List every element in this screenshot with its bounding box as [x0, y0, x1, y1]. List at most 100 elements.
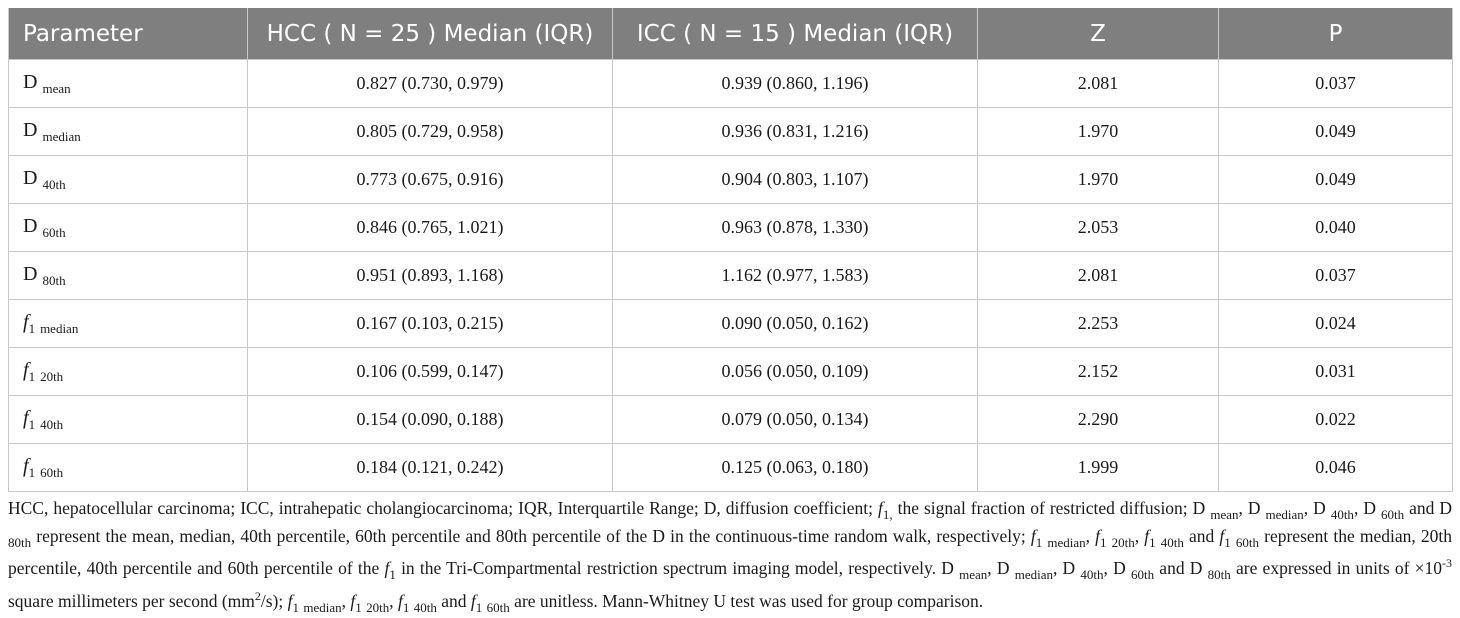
- p-cell: 0.040: [1218, 203, 1453, 252]
- header-icc: ICC ( N = 15 ) Median (IQR): [612, 8, 978, 60]
- parameter-cell: D 40th: [8, 155, 248, 204]
- icc-cell: 0.056 (0.050, 0.109): [612, 347, 978, 396]
- parameter-symbol: f: [23, 358, 29, 381]
- hcc-cell: 0.951 (0.893, 1.168): [247, 251, 613, 300]
- parameter-cell: D mean: [8, 59, 248, 108]
- footnote-symbol: f: [470, 590, 476, 611]
- parameter-subscript: median: [40, 320, 79, 336]
- footnote-text: and D: [1404, 498, 1453, 518]
- z-cell: 1.970: [977, 155, 1219, 204]
- footnote-subscript: 80th: [1207, 567, 1231, 582]
- hcc-cell: 0.167 (0.103, 0.215): [247, 299, 613, 348]
- footnote-subscript: median: [1014, 567, 1053, 582]
- footnote-subscript: 60th: [486, 599, 510, 615]
- hcc-cell: 0.846 (0.765, 1.021): [247, 203, 613, 252]
- icc-cell: 0.936 (0.831, 1.216): [612, 107, 978, 156]
- icc-cell: 0.125 (0.063, 0.180): [612, 443, 978, 492]
- footnote-text: , D: [1052, 558, 1081, 578]
- footnote-subscript: 1: [1100, 534, 1107, 550]
- footnote-symbol: f: [1095, 525, 1100, 546]
- footnote-text: represent the median, 20th percentile, 4…: [8, 525, 1453, 579]
- table-row: D median 0.805 (0.729, 0.958) 0.936 (0.8…: [8, 107, 1453, 156]
- footnote-subscript: 1: [355, 599, 362, 615]
- parameter-cell: D 60th: [8, 203, 248, 252]
- footnote-symbol: f: [398, 590, 403, 611]
- footnote-text: , D: [1353, 498, 1381, 518]
- footnote-subscript: mean: [959, 567, 988, 582]
- footnote-text: the signal fraction of restricted diffus…: [892, 498, 1211, 518]
- parameter-subscript: 60th: [40, 464, 64, 480]
- p-cell: 0.031: [1218, 347, 1453, 396]
- footnote-symbol: f: [1030, 525, 1036, 546]
- footnote-subscript: 1: [475, 599, 483, 615]
- footnote-symbol: f: [384, 558, 390, 578]
- footnote-subscript: 1: [389, 567, 396, 582]
- footnote-subscript: 1: [882, 507, 890, 522]
- parameter-symbol: f: [23, 406, 29, 429]
- footnote-subscript: 60th: [1130, 567, 1155, 582]
- parameter-subscript: 20th: [40, 368, 64, 384]
- footnote-text: , D: [1303, 498, 1331, 518]
- z-cell: 2.053: [977, 203, 1219, 252]
- footnote-text: , D: [1103, 558, 1131, 578]
- footnote-subscript: median: [1265, 507, 1304, 522]
- icc-cell: 0.963 (0.878, 1.330): [612, 203, 978, 252]
- footnote-text: are expressed in units of ×10: [1230, 558, 1442, 578]
- table-row: f1 60th 0.184 (0.121, 0.242) 0.125 (0.06…: [8, 443, 1453, 492]
- footnote-subscript: 20th: [1111, 534, 1135, 550]
- footnote-superscript: 2: [254, 588, 261, 603]
- header-parameter: Parameter: [8, 8, 248, 60]
- footnote-superscript: -3: [1442, 556, 1452, 570]
- footnote-subscript: 1: [402, 599, 410, 615]
- table-row: D mean 0.827 (0.730, 0.979) 0.939 (0.860…: [8, 59, 1453, 108]
- footnote-symbol: f: [287, 590, 293, 611]
- footnote-text: , D: [1238, 498, 1266, 518]
- parameter-cell: D median: [8, 107, 248, 156]
- footnote-symbol: f: [1144, 525, 1150, 546]
- header-hcc: HCC ( N = 25 ) Median (IQR): [247, 8, 613, 60]
- footnote-subscript: 1: [292, 599, 300, 615]
- icc-cell: 1.162 (0.977, 1.583): [612, 251, 978, 300]
- hcc-cell: 0.827 (0.730, 0.979): [247, 59, 613, 108]
- table-footnote: HCC, hepatocellular carcinoma; ICC, intr…: [8, 498, 1452, 618]
- icc-cell: 0.079 (0.050, 0.134): [612, 395, 978, 444]
- footnote-text: ,: [389, 590, 399, 611]
- footnote-subscript: 40th: [1330, 507, 1354, 522]
- footnote-text: are unitless. Mann-Whitney U test was us…: [509, 590, 984, 611]
- icc-cell: 0.939 (0.860, 1.196): [612, 59, 978, 108]
- footnote-text: HCC, hepatocellular carcinoma; ICC, intr…: [8, 498, 878, 518]
- z-cell: 1.970: [977, 107, 1219, 156]
- footnote-text: ,: [1085, 525, 1096, 546]
- hcc-cell: 0.154 (0.090, 0.188): [247, 395, 613, 444]
- header-z: Z: [977, 8, 1219, 60]
- table-row: D 80th 0.951 (0.893, 1.168) 1.162 (0.977…: [8, 251, 1453, 300]
- footnote-text: square millimeters per second (mm: [8, 590, 255, 611]
- footnote-subscript: 1: [1035, 534, 1043, 550]
- parameter-symbol: D: [23, 118, 38, 141]
- p-cell: 0.022: [1218, 395, 1453, 444]
- z-cell: 2.152: [977, 347, 1219, 396]
- parameter-cell: D 80th: [8, 251, 248, 300]
- p-cell: 0.024: [1218, 299, 1453, 348]
- parameter-symbol: f: [23, 454, 29, 477]
- results-table-container: Parameter HCC ( N = 25 ) Median (IQR) IC…: [8, 8, 1453, 618]
- p-cell: 0.037: [1218, 59, 1453, 108]
- icc-cell: 0.904 (0.803, 1.107): [612, 155, 978, 204]
- footnote-text: and D: [1154, 558, 1208, 578]
- footnote-subscript: 60th: [1380, 507, 1405, 522]
- footnote-subscript: 20th: [366, 599, 390, 615]
- hcc-cell: 0.805 (0.729, 0.958): [247, 107, 613, 156]
- parameter-number: 1: [28, 416, 36, 432]
- footnote-symbol: f: [1219, 525, 1225, 546]
- footnote-text: in the Tri-Compartmental restriction spe…: [395, 558, 960, 578]
- footnote-text: , D: [987, 558, 1015, 578]
- header-p: P: [1218, 8, 1453, 60]
- parameter-subscript: median: [42, 128, 81, 144]
- parameter-cell: f1 40th: [8, 395, 248, 444]
- table-row: D 60th 0.846 (0.765, 1.021) 0.963 (0.878…: [8, 203, 1453, 252]
- table-header-row: Parameter HCC ( N = 25 ) Median (IQR) IC…: [8, 8, 1453, 60]
- footnote-text: and: [1183, 525, 1220, 546]
- parameter-number: 1: [28, 464, 36, 480]
- parameter-symbol: D: [23, 70, 38, 93]
- table-row: D 40th 0.773 (0.675, 0.916) 0.904 (0.803…: [8, 155, 1453, 204]
